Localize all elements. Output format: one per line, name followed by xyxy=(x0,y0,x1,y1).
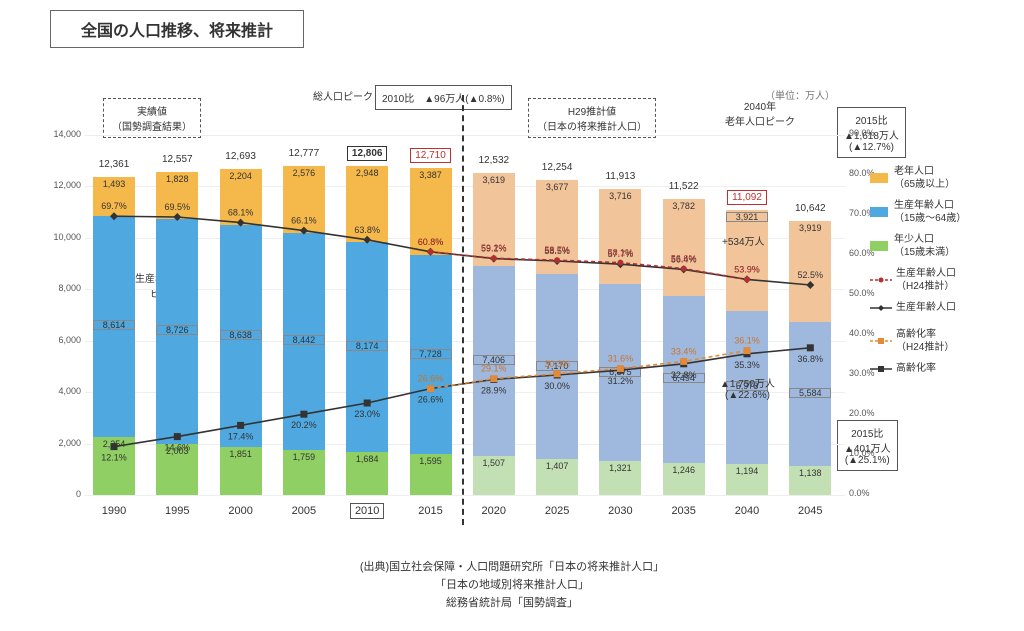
total-2045: 10,642 xyxy=(780,203,840,214)
xlabel-1990: 1990 xyxy=(84,505,144,517)
total-2030: 11,913 xyxy=(590,171,650,182)
anno-total-peak: 総人口ピーク xyxy=(313,88,373,103)
bar-2020: 1,5077,4063,61912,5322020 xyxy=(473,173,515,495)
anno-elderly-peak: 2040年 老年人口ピーク xyxy=(725,98,795,128)
bar-2000: 1,8518,6382,20412,6932000 xyxy=(220,169,262,495)
bar-2035: 1,2466,4943,78211,5222035 xyxy=(663,199,705,495)
xlabel-2000: 2000 xyxy=(211,505,271,517)
bar-2030: 1,3216,8753,71611,9132030 xyxy=(599,189,641,495)
total-2005: 12,777 xyxy=(274,148,334,159)
bar-2010: 1,6848,1742,94812,8062010 xyxy=(346,166,388,495)
source-line-3: 総務省統計局「国勢調査」 xyxy=(0,594,1024,610)
legend-working-line: 生産年齢人口 xyxy=(896,301,956,314)
swatch-young xyxy=(870,241,888,251)
xlabel-2020: 2020 xyxy=(464,505,524,517)
legend-working: 生産年齢人口 （15歳～64歳） xyxy=(894,199,966,225)
bar-2005: 1,7598,4422,57612,7772005 xyxy=(283,166,325,495)
page-title: 全国の人口推移、将来推計 xyxy=(50,10,304,48)
xlabel-1995: 1995 xyxy=(147,505,207,517)
total-2035: 11,522 xyxy=(654,181,714,192)
plot-area: 02,0004,0006,0008,00010,00012,00014,0000… xyxy=(85,135,845,496)
swatch-working xyxy=(870,207,888,217)
total-2000: 12,693 xyxy=(211,151,271,162)
bar-2015: 1,5957,7283,38712,7102015 xyxy=(410,168,452,495)
total-2015: 12,710 xyxy=(401,150,461,161)
legend-elderly: 老年人口 （65歳以上） xyxy=(894,165,955,191)
xlabel-2035: 2035 xyxy=(654,505,714,517)
total-2025: 12,254 xyxy=(527,162,587,173)
total-2010: 12,806 xyxy=(337,148,397,159)
total-1995: 12,557 xyxy=(147,154,207,165)
bar-2025: 1,4077,1703,67712,2542025 xyxy=(536,180,578,495)
source-line-1: (出典)国立社会保障・人口問題研究所「日本の将来推計人口」 xyxy=(0,558,1024,574)
xlabel-2025: 2025 xyxy=(527,505,587,517)
total-2040: 11,092 xyxy=(717,192,777,203)
region-actual-box: 実績値 （国勢調査結果） xyxy=(103,98,201,138)
source-line-2: 「日本の地域別将来推計人口」 xyxy=(0,576,1024,592)
total-2020: 12,532 xyxy=(464,155,524,166)
xlabel-2010: 2010 xyxy=(337,505,397,517)
swatch-elderly xyxy=(870,173,888,183)
xlabel-2030: 2030 xyxy=(590,505,650,517)
total-1990: 12,361 xyxy=(84,159,144,170)
bar-1990: 2,2548,6141,49312,3611990 xyxy=(93,177,135,495)
bar-1995: 2,0038,7261,82812,5571995 xyxy=(156,172,198,495)
anno-2010-delta: 2010比 ▲96万人(▲0.8%) xyxy=(375,85,512,110)
anno-2015-working: 2015比 ▲401万人 (▲25.1%) xyxy=(837,420,898,471)
legend-aging-h24: 高齢化率 （H24推計） xyxy=(896,328,954,354)
xlabel-2005: 2005 xyxy=(274,505,334,517)
legend-aging-line: 高齢化率 xyxy=(896,362,936,375)
xlabel-2045: 2045 xyxy=(780,505,840,517)
legend-young: 年少人口 （15歳未満） xyxy=(894,233,955,259)
legend-working-h24: 生産年齢人口 （H24推計） xyxy=(896,267,956,293)
legend: 老年人口 （65歳以上） 生産年齢人口 （15歳～64歳） 年少人口 （15歳未… xyxy=(870,165,1010,383)
chart-container: （単位：万人） 実績値 （国勢調査結果） H29推計値 （日本の将来推計人口） … xyxy=(85,95,845,515)
xlabel-2040: 2040 xyxy=(717,505,777,517)
region-projection-box: H29推計値 （日本の将来推計人口） xyxy=(528,98,656,138)
xlabel-2015: 2015 xyxy=(401,505,461,517)
bar-2045: 1,1385,5843,91910,6422045 xyxy=(789,221,831,495)
bar-2040: 1,1945,9783,92111,0922040 xyxy=(726,210,768,495)
